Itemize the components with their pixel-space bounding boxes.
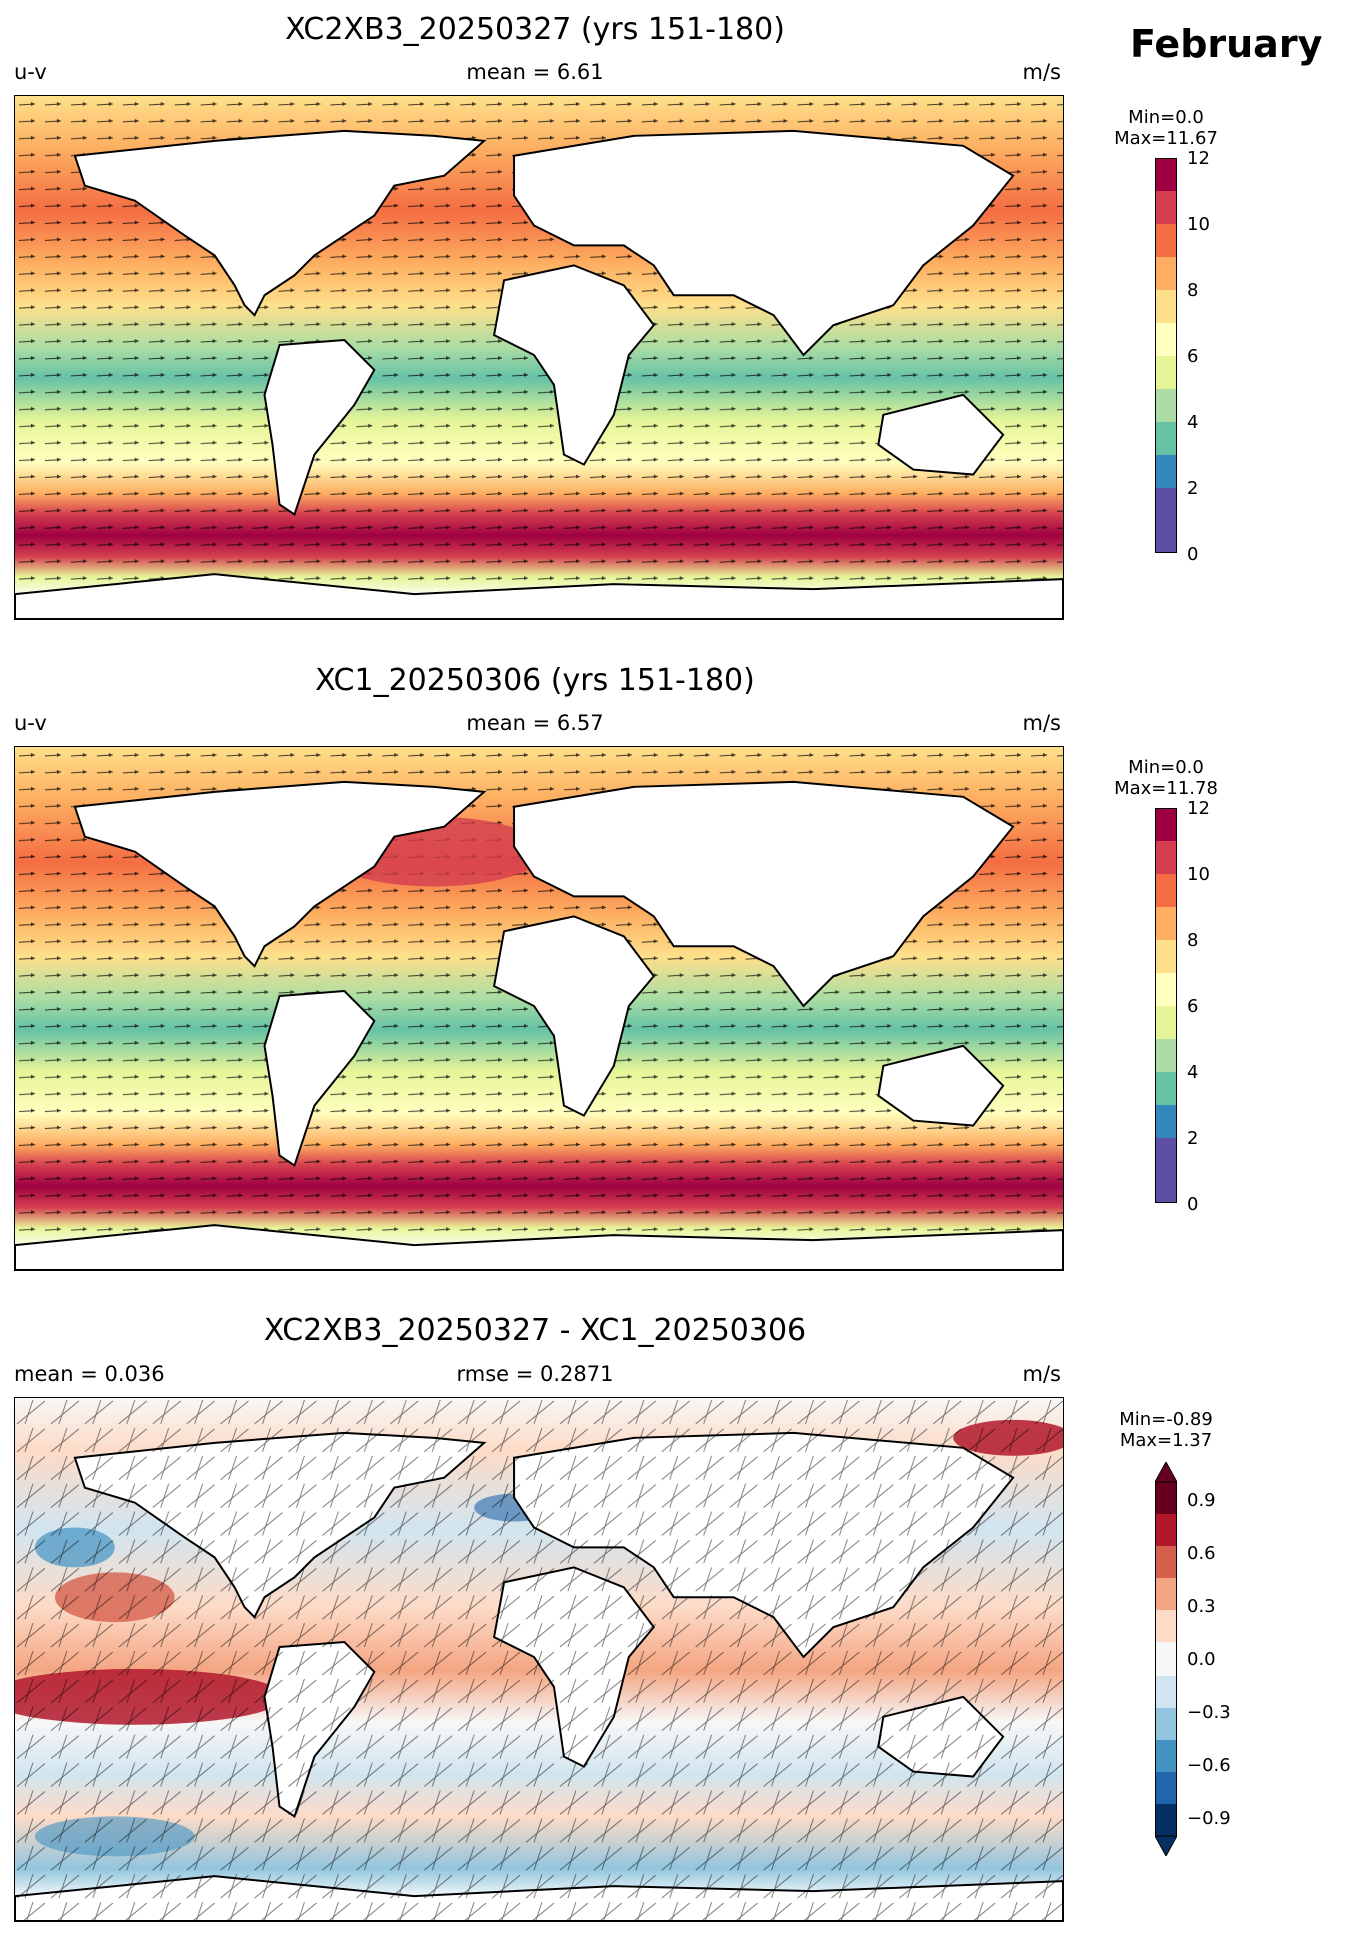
colorbar-tick: −0.9 <box>1187 1808 1231 1829</box>
colorbar <box>1155 158 1177 553</box>
map-plot <box>14 746 1064 1271</box>
colorbar-tick: 6 <box>1187 346 1199 367</box>
colorbar-tick: 8 <box>1187 930 1199 951</box>
max-label: Max=1.37 <box>1119 1430 1213 1451</box>
units-label: m/s <box>1022 1362 1061 1386</box>
month-label: February <box>1130 22 1323 66</box>
colorbar-tick: 10 <box>1187 214 1210 235</box>
rmse-label: rmse = 0.2871 <box>456 1362 614 1386</box>
max-label: Max=11.67 <box>1114 128 1218 149</box>
colorbar-tick: 0.9 <box>1187 1490 1216 1511</box>
colorbar-tick: 0 <box>1187 544 1199 565</box>
mean-label: mean = 6.61 <box>466 60 604 84</box>
map-plot <box>14 95 1064 620</box>
units-label: m/s <box>1022 711 1061 735</box>
colorbar-tick: 4 <box>1187 412 1199 433</box>
colorbar-tick: 4 <box>1187 1062 1199 1083</box>
colorbar-tick: 2 <box>1187 478 1199 499</box>
colorbar-tick: 2 <box>1187 1128 1199 1149</box>
min-label: Min=0.0 <box>1128 107 1204 128</box>
panel-title: XC2XB3_20250327 - XC1_20250306 <box>263 1313 807 1348</box>
map-plot <box>14 1397 1064 1922</box>
map-svg <box>15 96 1063 619</box>
colorbar <box>1155 1462 1177 1856</box>
colorbar-tick: 12 <box>1187 148 1210 169</box>
colorbar-tick: 0 <box>1187 1194 1199 1215</box>
colorbar-tick: 8 <box>1187 280 1199 301</box>
colorbar-svg <box>1155 158 1177 553</box>
colorbar-svg <box>1155 1462 1177 1856</box>
panel-title: XC2XB3_20250327 (yrs 151-180) <box>285 12 785 47</box>
min-label: Min=-0.89 <box>1119 1409 1213 1430</box>
field-label: u-v <box>14 711 47 735</box>
colorbar-svg <box>1155 808 1177 1203</box>
mean-label: mean = 0.036 <box>14 1362 165 1386</box>
map-svg <box>15 747 1063 1270</box>
colorbar-tick: −0.3 <box>1187 1702 1231 1723</box>
max-label: Max=11.78 <box>1114 778 1218 799</box>
min-label: Min=0.0 <box>1128 757 1204 778</box>
units-label: m/s <box>1022 60 1061 84</box>
mean-label: mean = 6.57 <box>466 711 604 735</box>
colorbar <box>1155 808 1177 1203</box>
colorbar-tick: −0.6 <box>1187 1755 1231 1776</box>
colorbar-tick: 0.3 <box>1187 1596 1216 1617</box>
panel-title: XC1_20250306 (yrs 151-180) <box>315 663 755 698</box>
colorbar-tick: 0.0 <box>1187 1649 1216 1670</box>
colorbar-tick: 12 <box>1187 798 1210 819</box>
map-svg <box>15 1398 1063 1921</box>
colorbar-tick: 10 <box>1187 864 1210 885</box>
field-label: u-v <box>14 60 47 84</box>
colorbar-tick: 6 <box>1187 996 1199 1017</box>
colorbar-tick: 0.6 <box>1187 1543 1216 1564</box>
